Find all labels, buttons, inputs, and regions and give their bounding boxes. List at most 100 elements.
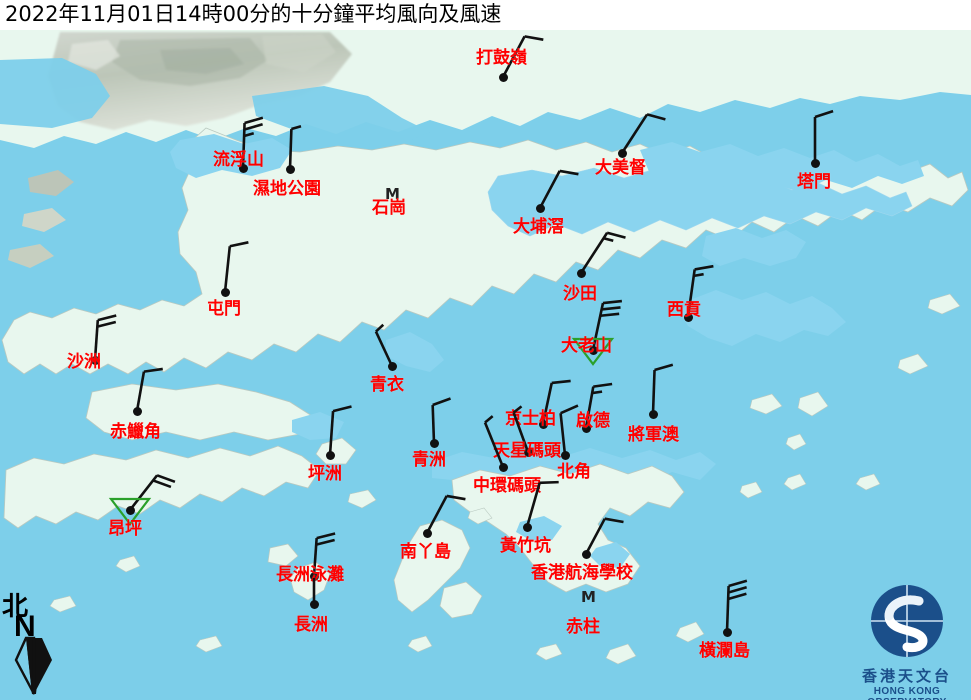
station-label: 濕地公園 xyxy=(253,179,321,199)
hko-logo: 香港天文台 HONG KONG OBSERVATORY xyxy=(845,583,969,700)
station-dot xyxy=(388,362,397,371)
station-dot xyxy=(499,463,508,472)
station-dot xyxy=(684,313,693,322)
barb-shaft xyxy=(584,386,595,429)
barb-shaft xyxy=(374,331,394,367)
barb-shaft xyxy=(431,404,436,444)
mainland-landmass xyxy=(0,30,971,268)
station-label: 坪洲 xyxy=(308,464,342,484)
station-label: 赤鱲角 xyxy=(110,422,161,442)
barb-full xyxy=(593,382,613,388)
barb-shaft xyxy=(128,474,159,511)
barb-shaft xyxy=(651,369,656,415)
barb-full xyxy=(601,306,621,311)
station-dot xyxy=(723,628,732,637)
wind-barb xyxy=(128,474,176,511)
compass-north-en: N xyxy=(14,610,36,643)
station-dot xyxy=(310,600,319,609)
station-label: 啟德 xyxy=(576,411,610,431)
barb-full xyxy=(600,312,620,318)
wind-barb xyxy=(223,241,249,293)
barb-full xyxy=(316,532,336,540)
wind-barb xyxy=(620,113,666,154)
station-dot xyxy=(499,73,508,82)
barb-full xyxy=(560,404,579,415)
station-dot xyxy=(589,346,598,355)
station-dot xyxy=(577,269,586,278)
barb-full xyxy=(551,379,571,385)
station-label: 屯門 xyxy=(207,299,241,319)
wind-barb xyxy=(525,480,559,528)
barb-shaft xyxy=(686,269,696,318)
station-dot xyxy=(326,451,335,460)
barb-shaft xyxy=(591,302,605,351)
barb-shaft xyxy=(288,128,293,170)
wind-barb xyxy=(483,415,505,468)
barb-half xyxy=(603,236,614,243)
barb-shaft xyxy=(512,412,530,453)
barb-half xyxy=(243,132,255,138)
station-dot xyxy=(423,529,432,538)
barb-full xyxy=(728,586,748,594)
barb-full xyxy=(97,320,117,328)
barb-full xyxy=(646,113,666,121)
station-label: 青衣 xyxy=(370,375,404,395)
barb-full xyxy=(143,367,163,373)
barb-full xyxy=(559,169,579,176)
barb-full xyxy=(332,405,352,413)
station-label: 石崗 xyxy=(372,198,406,218)
station-label: 昂坪 xyxy=(108,519,142,539)
barb-full xyxy=(606,231,626,239)
barb-shaft xyxy=(538,170,561,209)
barb-full xyxy=(229,241,249,248)
compass-needle xyxy=(14,636,52,695)
title-bar: 2022年11月01日14時00分的十分鐘平均風向及風速 xyxy=(0,0,971,30)
barb-full xyxy=(244,116,264,125)
barb-full xyxy=(539,480,559,485)
wind-barb xyxy=(312,578,316,604)
hong-kong-island xyxy=(451,463,685,593)
station-dot xyxy=(133,407,142,416)
barb-half xyxy=(484,415,494,424)
hk-main-landmass xyxy=(1,127,969,490)
station-dot xyxy=(430,439,439,448)
station-label: 大美督 xyxy=(595,158,646,178)
station-label: 北角 xyxy=(557,462,591,482)
lantau-island xyxy=(3,383,344,529)
wind-barb xyxy=(288,125,302,170)
wind-barb xyxy=(813,109,834,163)
barb-full xyxy=(156,474,176,484)
barb-shaft xyxy=(223,246,232,293)
barb-full xyxy=(654,363,674,372)
station-dot xyxy=(221,288,230,297)
station-label: 西貢 xyxy=(667,300,701,320)
wind-barb xyxy=(93,314,117,361)
outlying-islands xyxy=(49,293,961,665)
station-label: 南丫島 xyxy=(400,542,451,562)
wind-barb xyxy=(374,323,394,367)
barb-shaft xyxy=(620,113,649,154)
barb-shaft xyxy=(425,495,448,534)
wind-barb xyxy=(241,116,264,169)
barb-shaft xyxy=(328,411,335,456)
wind-barb xyxy=(328,405,352,456)
station-label: 沙洲 xyxy=(67,352,101,372)
barb-full xyxy=(602,299,623,305)
station-dot xyxy=(649,410,658,419)
station-dot xyxy=(523,523,532,532)
station-dot xyxy=(539,420,548,429)
barb-full xyxy=(727,592,747,601)
barb-half xyxy=(693,272,704,278)
barb-full xyxy=(432,397,451,407)
wind-barb xyxy=(584,517,624,555)
hko-logo-cn: 香港天文台 xyxy=(861,667,952,685)
station-label: 橫瀾島 xyxy=(699,641,750,661)
barb-shaft xyxy=(135,371,146,412)
compass-rose: 北 N xyxy=(2,586,66,698)
station-dot xyxy=(582,424,591,433)
hko-logo-en: HONG KONG OBSERVATORY xyxy=(867,686,946,700)
station-label: 香港航海學校 xyxy=(531,563,633,583)
barb-half xyxy=(512,405,523,414)
missing-data-marker: M xyxy=(581,588,596,606)
